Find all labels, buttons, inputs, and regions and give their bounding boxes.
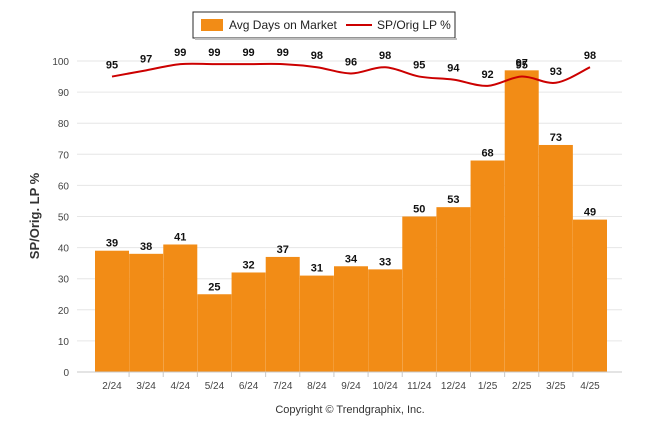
line-value-label: 99 [174, 47, 186, 59]
bar-value-label: 50 [413, 204, 425, 216]
bar-value-label: 37 [277, 244, 289, 256]
line-value-label: 95 [106, 60, 118, 72]
bar [265, 256, 300, 372]
x-tick-label: 10/24 [373, 381, 398, 392]
line-value-label: 96 [345, 56, 357, 68]
bar-layer [95, 70, 607, 372]
line-value-label: 93 [550, 66, 562, 78]
bar-value-label: 49 [584, 207, 596, 219]
x-tick-label: 3/24 [136, 381, 156, 392]
legend-bar-swatch [201, 19, 223, 31]
bar [299, 275, 334, 372]
bar-value-label: 31 [311, 263, 323, 275]
line-value-label: 92 [481, 69, 493, 81]
y-tick-label: 100 [52, 57, 69, 68]
y-tick-label: 10 [58, 337, 70, 348]
y-tick-label: 50 [58, 213, 70, 224]
y-tick-label: 40 [58, 244, 70, 255]
y-tick-label: 90 [58, 88, 70, 99]
bar-value-label: 33 [379, 256, 391, 268]
x-tick-label: 3/25 [546, 381, 566, 392]
legend-box [192, 11, 456, 39]
line-value-label: 98 [311, 50, 323, 62]
bar [504, 70, 539, 372]
y-tick-label: 70 [58, 150, 70, 161]
bar [163, 244, 198, 372]
x-tick-label: 4/24 [171, 381, 191, 392]
bar [436, 207, 471, 372]
bar [95, 250, 129, 372]
x-tick-label: 7/24 [273, 381, 293, 392]
legend-line-label: SP/Orig LP % [377, 18, 451, 32]
y-tick-label: 20 [58, 306, 70, 317]
legend-shadow [195, 38, 457, 40]
x-tick-label: 6/24 [239, 381, 259, 392]
bar-value-label: 53 [447, 194, 459, 206]
x-tick-label: 1/25 [478, 381, 498, 392]
x-tick-label: 12/24 [441, 381, 466, 392]
bar [538, 144, 573, 372]
line-value-label: 99 [208, 47, 220, 59]
line-value-label: 99 [242, 47, 254, 59]
bar-value-label: 38 [140, 241, 152, 253]
bar-value-label: 73 [550, 132, 562, 144]
x-tick-label: 11/24 [407, 381, 432, 392]
bar-value-label: 39 [106, 238, 118, 250]
bar [197, 294, 232, 372]
bar [402, 216, 437, 372]
x-tick-label: 8/24 [307, 381, 327, 392]
x-tick-label: 2/25 [512, 381, 532, 392]
series-line [111, 62, 591, 87]
line-value-label: 98 [379, 50, 391, 62]
bar [231, 272, 266, 372]
bar-value-label: 97 [516, 57, 528, 69]
bar [368, 269, 403, 372]
y-axis-title: SP/Orig. LP % [27, 172, 42, 259]
bar-value-label: 41 [174, 231, 186, 243]
y-tick-label: 80 [58, 119, 70, 130]
copyright-text: Copyright © Trendgraphix, Inc. [275, 404, 424, 416]
bar-value-label: 25 [208, 281, 220, 293]
y-tick-label: 30 [58, 275, 70, 286]
bar-value-label: 32 [242, 259, 254, 271]
axis-layer: 0 10 20 30 40 50 60 70 80 90 100 2/24 3/24 4/24 5/24 6/… [52, 57, 622, 392]
bar-value-label: 68 [481, 148, 493, 160]
bar [573, 219, 607, 372]
x-tick-label: 5/24 [205, 381, 225, 392]
legend: Avg Days on Market SP/Orig LP % [192, 11, 457, 40]
bar [470, 160, 505, 372]
bar-value-label: 34 [345, 253, 358, 265]
line-value-label: 94 [447, 63, 460, 75]
y-tick-label: 0 [63, 368, 69, 379]
line-value-label: 95 [413, 60, 425, 72]
bar [334, 266, 368, 372]
legend-bar-label: Avg Days on Market [229, 18, 337, 32]
bar [129, 253, 164, 372]
line-value-label: 97 [140, 53, 152, 65]
x-tick-label: 4/25 [580, 381, 600, 392]
y-tick-label: 60 [58, 181, 70, 192]
x-tick-label: 9/24 [341, 381, 361, 392]
line-value-label: 98 [584, 50, 596, 62]
line-layer [111, 62, 591, 87]
line-value-label: 95 [516, 60, 528, 72]
x-tick-label: 2/24 [102, 381, 122, 392]
line-value-label: 99 [277, 47, 289, 59]
